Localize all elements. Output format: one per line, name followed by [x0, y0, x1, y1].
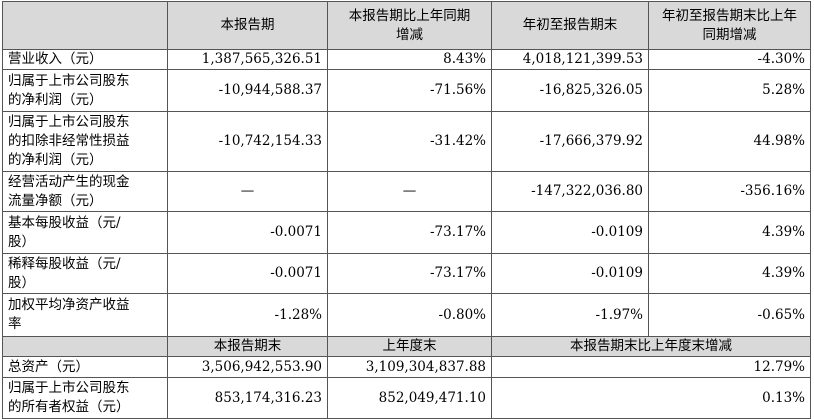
table-cell: 稀释每股收益（元/ 股）	[2, 253, 168, 294]
table-cell: -73.17%	[327, 211, 492, 254]
table-cell: 本报告期比上年同期 增减	[327, 1, 492, 50]
table-cell: -0.0109	[491, 253, 649, 294]
table-cell: -0.0071	[167, 211, 328, 254]
table-cell: 5.28%	[648, 69, 811, 112]
table-cell: 4.39%	[648, 211, 811, 254]
table-cell: 本报告期末比上年度末增减	[491, 336, 811, 357]
table-cell: 1,387,565,326.51	[167, 49, 328, 70]
table-cell: 12.79%	[491, 356, 811, 378]
table-cell: 加权平均净资产收益 率	[2, 293, 168, 337]
table-cell: 3,506,942,553.90	[167, 356, 328, 378]
table-cell: 44.98%	[648, 111, 811, 172]
table-cell: 852,049,471.10	[327, 377, 492, 419]
table-row: 营业收入（元） 1,387,565,326.51 8.43% 4,018,121,39…	[2, 49, 811, 70]
table-cell: -10,742,154.33	[167, 111, 328, 172]
table-row: 经营活动产生的现金 流量净额（元） — — -147,322,036.80 -356.1…	[2, 171, 811, 212]
table-cell: 年初至报告期末比上年 同期增减	[648, 1, 811, 50]
table-row: 归属于上市公司股东 的所有者权益（元） 853,174,316.23 852,049…	[2, 377, 811, 419]
table-cell: -0.80%	[327, 293, 492, 337]
table-cell: -1.97%	[491, 293, 649, 337]
table-row: 基本每股收益（元/ 股） -0.0071 -73.17% -0.0109 4.39%	[2, 211, 811, 254]
table-cell: 营业收入（元）	[2, 49, 168, 70]
table-cell: —	[327, 171, 492, 212]
table-cell: 年初至报告期末	[491, 1, 649, 50]
table-cell: 基本每股收益（元/ 股）	[2, 211, 168, 254]
table-cell: 本报告期	[167, 1, 328, 50]
table-cell: -71.56%	[327, 69, 492, 112]
table-cell: 4,018,121,399.53	[491, 49, 649, 70]
empty-cell	[2, 336, 168, 357]
table-cell: -73.17%	[327, 253, 492, 294]
table-cell: 0.13%	[491, 377, 811, 419]
table-cell: 总资产（元）	[2, 356, 168, 378]
table-cell: -31.42%	[327, 111, 492, 172]
table-cell: 8.43%	[327, 49, 492, 70]
table-cell: 本报告期末	[167, 336, 328, 357]
table-cell: -4.30%	[648, 49, 811, 70]
table-cell: -10,944,588.37	[167, 69, 328, 112]
table-cell: -0.0071	[167, 253, 328, 294]
table-cell: -16,825,326.05	[491, 69, 649, 112]
table-cell: 归属于上市公司股东 的净利润（元）	[2, 69, 168, 112]
table-cell: 853,174,316.23	[167, 377, 328, 419]
table-row: 本报告期末 上年度末 本报告期末比上年度末增减	[2, 336, 811, 357]
table-cell: -0.65%	[648, 293, 811, 337]
table-cell: -356.16%	[648, 171, 811, 212]
table-row: 稀释每股收益（元/ 股） -0.0071 -73.17% -0.0109 4.39%	[2, 253, 811, 294]
table-cell: 经营活动产生的现金 流量净额（元）	[2, 171, 168, 212]
table-row: 加权平均净资产收益 率 -1.28% -0.80% -1.97% -0.65%	[2, 293, 811, 337]
table-row: 归属于上市公司股东 的净利润（元） -10,944,588.37 -71.56% -1…	[2, 69, 811, 112]
table-cell: —	[167, 171, 328, 212]
table-cell: 归属于上市公司股东 的所有者权益（元）	[2, 377, 168, 419]
table-cell: -17,666,379.92	[491, 111, 649, 172]
table-row: 归属于上市公司股东 的扣除非经常性损益 的净利润（元） -10,742,154.3…	[2, 111, 811, 172]
table-row: 总资产（元） 3,506,942,553.90 3,109,304,837.88 12…	[2, 356, 811, 378]
table-cell: -147,322,036.80	[491, 171, 649, 212]
table-cell: 归属于上市公司股东 的扣除非经常性损益 的净利润（元）	[2, 111, 168, 172]
table-row: 本报告期 本报告期比上年同期 增减 年初至报告期末 年初至报告期末比上年 同期增减	[2, 1, 811, 50]
table-cell: -1.28%	[167, 293, 328, 337]
table-cell: -0.0109	[491, 211, 649, 254]
table-cell: 3,109,304,837.88	[327, 356, 492, 378]
table-cell: 4.39%	[648, 253, 811, 294]
table-cell: 上年度末	[327, 336, 492, 357]
empty-cell	[2, 1, 168, 50]
